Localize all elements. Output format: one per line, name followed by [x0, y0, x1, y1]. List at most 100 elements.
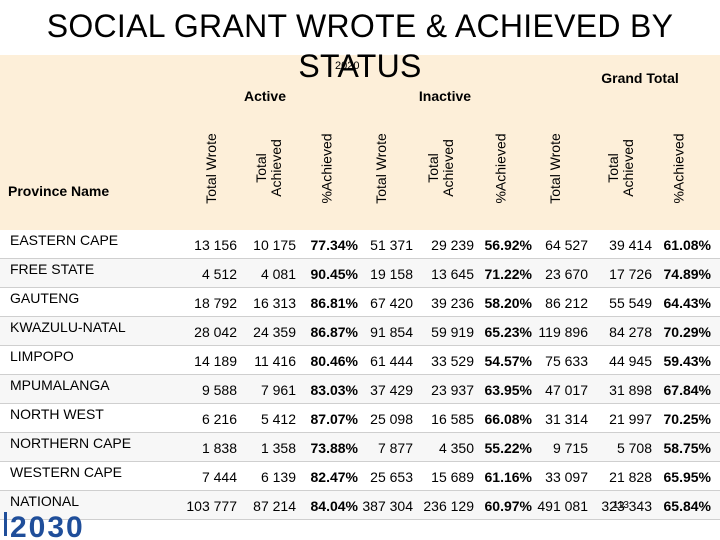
percent-achieved-cell: 65.84%	[663, 498, 711, 514]
percent-achieved-cell: 74.89%	[663, 266, 711, 282]
column-header-text: Total Wrote	[546, 132, 563, 204]
count-cell: 4 081	[260, 266, 296, 282]
column-header-text: Total Achieved	[253, 139, 284, 197]
count-cell: 75 633	[545, 353, 588, 369]
table-row: EASTERN CAPE 13 156 10 175 77.34% 51 371 29 2…	[0, 230, 720, 259]
percent-achieved-cell: 86.81%	[310, 295, 358, 311]
count-cell: 5 708	[616, 440, 652, 456]
count-cell: 25 653	[370, 469, 413, 485]
column-header-7: Total Wrote	[526, 108, 584, 228]
column-header-line: Total Wrote	[546, 132, 563, 204]
column-header-text: %Achieved	[318, 132, 335, 204]
count-cell: 18 792	[194, 295, 237, 311]
count-cell: 23 937	[431, 382, 474, 398]
column-header-line: Total	[425, 153, 441, 183]
count-cell: 119 896	[538, 324, 588, 340]
column-header-4: Total Wrote	[352, 108, 410, 228]
count-cell: 387 304	[362, 498, 413, 514]
percent-achieved-cell: 61.08%	[663, 237, 711, 253]
count-cell: 29 239	[431, 237, 474, 253]
count-cell: 67 420	[370, 295, 413, 311]
column-header-line: Achieved	[268, 139, 284, 197]
column-header-line: Achieved	[620, 139, 636, 197]
table-row: FREE STATE 4 512 4 081 90.45% 19 158 13 645 71…	[0, 259, 720, 288]
province-name: NATIONAL	[10, 493, 79, 509]
count-cell: 1 358	[260, 440, 296, 456]
count-cell: 39 414	[609, 237, 652, 253]
count-cell: 9 715	[552, 440, 588, 456]
table-row: NORTHERN CAPE 1 838 1 358 73.88% 7 877 4 350 5…	[0, 433, 720, 462]
count-cell: 86 212	[545, 295, 588, 311]
percent-achieved-cell: 67.84%	[663, 382, 711, 398]
percent-achieved-cell: 59.43%	[663, 353, 711, 369]
count-cell: 4 350	[438, 440, 474, 456]
count-cell: 13 645	[431, 266, 474, 282]
count-cell: 33 097	[545, 469, 588, 485]
count-cell: 236 129	[423, 498, 474, 514]
province-name: GAUTENG	[10, 290, 80, 306]
count-cell: 47 017	[545, 382, 588, 398]
count-cell: 84 278	[609, 324, 652, 340]
count-cell: 87 214	[253, 498, 296, 514]
percent-achieved-cell: 83.03%	[310, 382, 358, 398]
count-cell: 103 777	[186, 498, 237, 514]
percent-achieved-cell: 60.97%	[484, 498, 532, 514]
percent-achieved-cell: 71.22%	[484, 266, 532, 282]
column-header-text: %Achieved	[671, 133, 687, 203]
table-row: WESTERN CAPE 7 444 6 139 82.47% 25 653 15 689…	[0, 462, 720, 491]
logo-text: 2030	[10, 511, 85, 540]
count-cell: 21 828	[609, 469, 652, 485]
count-cell: 14 189	[194, 353, 237, 369]
percent-achieved-cell: 73.88%	[310, 440, 358, 456]
count-cell: 44 945	[609, 353, 652, 369]
count-cell: 61 444	[370, 353, 413, 369]
province-name: EASTERN CAPE	[10, 232, 119, 248]
province-name: KWAZULU-NATAL	[10, 319, 126, 335]
table-row: GAUTENG 18 792 16 313 86.81% 67 420 39 236 58.…	[0, 288, 720, 317]
count-cell: 19 158	[370, 266, 413, 282]
count-cell: 31 314	[545, 411, 588, 427]
percent-achieved-cell: 56.92%	[484, 237, 532, 253]
grand-total-group-label: Grand Total	[601, 70, 679, 86]
province-name: LIMPOPO	[10, 348, 74, 364]
table-row: MPUMALANGA 9 588 7 961 83.03% 37 429 23 937 63…	[0, 375, 720, 404]
column-header-text: %Achieved	[493, 133, 509, 203]
province-name: WESTERN CAPE	[10, 464, 123, 480]
active-group-label: Active	[243, 88, 287, 104]
count-cell: 6 216	[201, 411, 237, 427]
count-cell: 59 919	[431, 324, 474, 340]
count-cell: 51 371	[370, 237, 413, 253]
count-cell: 23 670	[545, 266, 588, 282]
province-name: MPUMALANGA	[10, 377, 110, 393]
percent-achieved-cell: 82.47%	[310, 469, 358, 485]
count-cell: 17 726	[609, 266, 652, 282]
percent-achieved-cell: 90.45%	[310, 266, 358, 282]
column-header-text: Total Wrote	[373, 133, 389, 204]
percent-achieved-cell: 54.57%	[484, 353, 532, 369]
count-cell: 33 529	[431, 353, 474, 369]
column-header-line: Total	[253, 153, 269, 183]
table-header-band	[0, 55, 720, 230]
column-header-line: %Achieved	[318, 132, 335, 204]
percent-achieved-cell: 55.22%	[484, 440, 532, 456]
page-number: 113	[613, 500, 629, 511]
column-header-5: Total Achieved	[412, 108, 470, 228]
table-row: NORTH WEST 6 216 5 412 87.07% 25 098 16 585 66…	[0, 404, 720, 433]
column-header-text: Total Achieved	[605, 139, 636, 197]
percent-achieved-cell: 77.34%	[310, 237, 358, 253]
percent-achieved-cell: 86.87%	[310, 324, 358, 340]
column-header-text: Total Achieved	[425, 139, 456, 197]
percent-achieved-cell: 58.75%	[663, 440, 711, 456]
column-header-text: Total Wrote	[203, 133, 219, 204]
count-cell: 31 898	[609, 382, 652, 398]
province-name: NORTHERN CAPE	[10, 435, 132, 451]
count-cell: 6 139	[260, 469, 296, 485]
percent-achieved-cell: 65.95%	[663, 469, 711, 485]
vision-2030-logo: 2030	[4, 511, 85, 540]
count-cell: 25 098	[370, 411, 413, 427]
percent-achieved-cell: 84.04%	[310, 498, 358, 514]
province-name: FREE STATE	[10, 261, 95, 277]
percent-achieved-cell: 87.07%	[310, 411, 358, 427]
count-cell: 10 175	[253, 237, 296, 253]
column-header-1: Total Wrote	[182, 108, 240, 228]
